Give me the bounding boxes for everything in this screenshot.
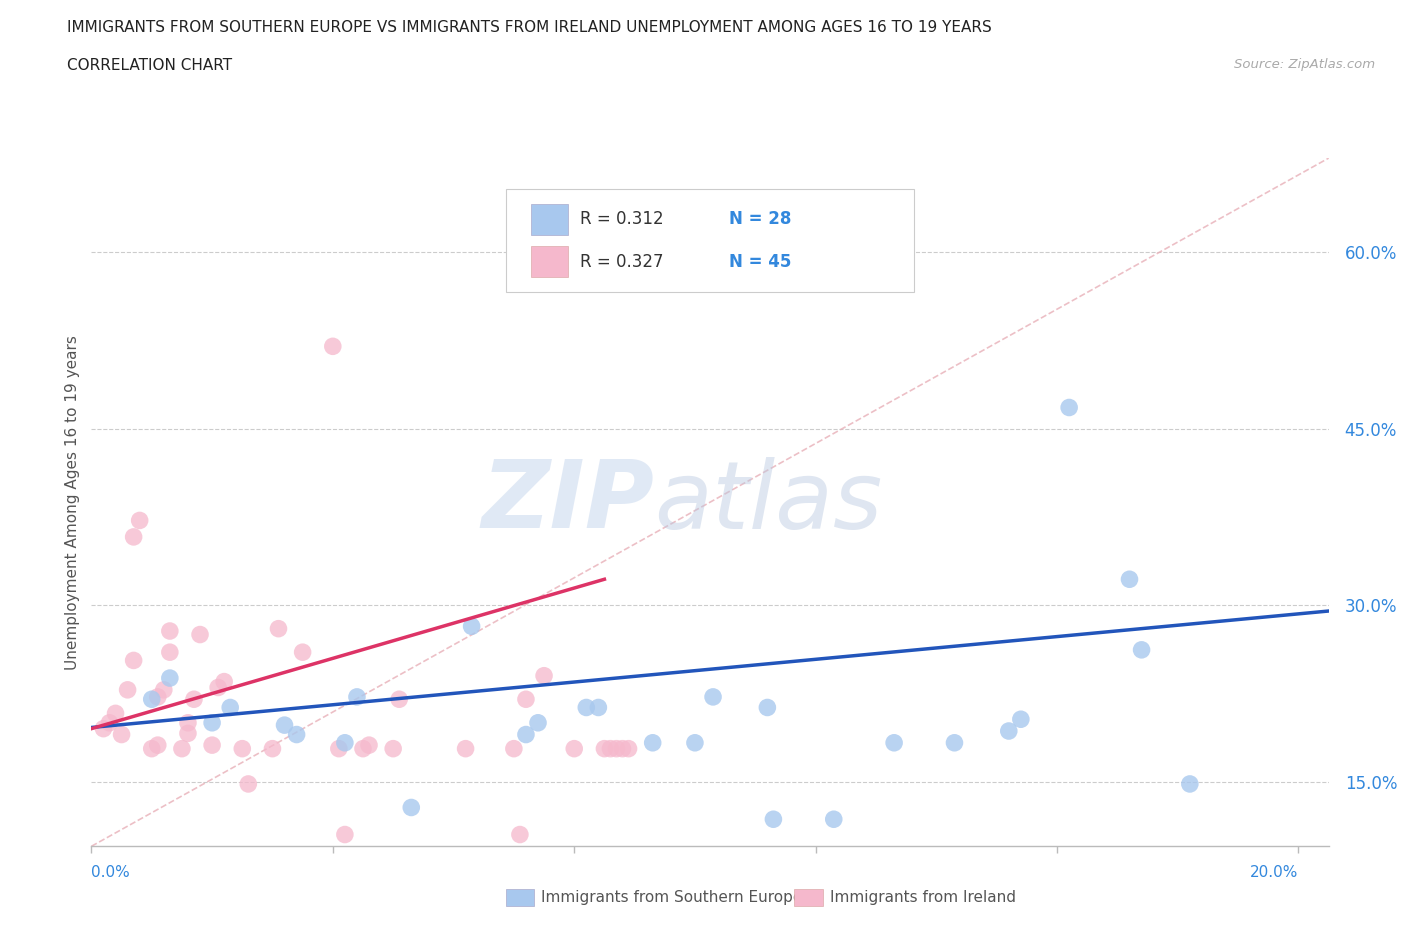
Point <box>454 741 477 756</box>
Point <box>170 741 193 756</box>
Point <box>575 700 598 715</box>
Point <box>146 737 169 752</box>
Text: Immigrants from Ireland: Immigrants from Ireland <box>830 890 1015 905</box>
Text: Immigrants from Southern Europe: Immigrants from Southern Europe <box>541 890 803 905</box>
Point <box>352 741 374 756</box>
Point <box>943 736 966 751</box>
Text: atlas: atlas <box>654 457 883 548</box>
Point <box>322 339 344 353</box>
Point <box>593 741 616 756</box>
Point <box>98 715 121 730</box>
Point <box>683 736 706 751</box>
Text: CORRELATION CHART: CORRELATION CHART <box>67 58 232 73</box>
Text: R = 0.327: R = 0.327 <box>581 253 664 271</box>
Point <box>153 683 176 698</box>
Point <box>231 741 253 756</box>
Point <box>1130 643 1153 658</box>
Point <box>219 700 242 715</box>
Point <box>515 692 537 707</box>
Point <box>388 692 411 707</box>
Point <box>382 741 405 756</box>
Point <box>141 692 163 707</box>
Point <box>502 741 524 756</box>
Point <box>291 644 314 659</box>
Text: 20.0%: 20.0% <box>1250 865 1299 880</box>
Point <box>328 741 350 756</box>
Bar <box>794 889 823 906</box>
Point <box>562 741 585 756</box>
Point <box>702 689 724 704</box>
Point <box>883 736 905 751</box>
Point <box>207 680 229 695</box>
Point <box>346 689 368 704</box>
Point <box>588 700 610 715</box>
Text: IMMIGRANTS FROM SOUTHERN EUROPE VS IMMIGRANTS FROM IRELAND UNEMPLOYMENT AMONG AG: IMMIGRANTS FROM SOUTHERN EUROPE VS IMMIG… <box>67 20 993 35</box>
Point <box>333 736 356 751</box>
Point <box>212 674 235 689</box>
Point <box>533 669 555 684</box>
Bar <box>506 889 534 906</box>
Point <box>1118 572 1140 587</box>
Point <box>110 727 132 742</box>
Point <box>122 653 145 668</box>
Point <box>509 827 531 842</box>
Point <box>527 715 550 730</box>
Point <box>201 715 224 730</box>
Point <box>117 683 139 698</box>
Point <box>599 741 621 756</box>
Point <box>285 727 308 742</box>
Point <box>146 689 169 704</box>
Y-axis label: Unemployment Among Ages 16 to 19 years: Unemployment Among Ages 16 to 19 years <box>65 335 80 670</box>
Text: N = 45: N = 45 <box>728 253 792 271</box>
Point <box>357 737 380 752</box>
Text: R = 0.312: R = 0.312 <box>581 210 664 229</box>
Point <box>1010 711 1032 726</box>
Point <box>177 726 200 741</box>
Text: Source: ZipAtlas.com: Source: ZipAtlas.com <box>1234 58 1375 71</box>
Point <box>1057 400 1080 415</box>
Point <box>515 727 537 742</box>
Point <box>141 741 163 756</box>
Point <box>823 812 845 827</box>
Point <box>617 741 640 756</box>
Point <box>605 741 627 756</box>
Point <box>238 777 260 791</box>
Point <box>122 529 145 544</box>
Point <box>159 671 181 685</box>
Point <box>997 724 1019 738</box>
FancyBboxPatch shape <box>506 189 914 292</box>
Point <box>612 741 634 756</box>
Point <box>201 737 224 752</box>
FancyBboxPatch shape <box>530 204 568 235</box>
Point <box>641 736 664 751</box>
Point <box>756 700 779 715</box>
Point <box>159 644 181 659</box>
Text: 0.0%: 0.0% <box>91 865 131 880</box>
Point <box>401 800 423 815</box>
Point <box>460 618 482 633</box>
Point <box>159 624 181 639</box>
Point <box>762 812 785 827</box>
Point <box>1178 777 1201 791</box>
Point <box>183 692 205 707</box>
Point <box>177 715 200 730</box>
Text: ZIP: ZIP <box>481 457 654 548</box>
Point <box>188 627 211 642</box>
Point <box>333 827 356 842</box>
Point <box>262 741 284 756</box>
Point <box>104 706 127 721</box>
Point <box>267 621 290 636</box>
Point <box>128 513 150 528</box>
Point <box>93 722 115 737</box>
Point <box>273 718 295 733</box>
Text: N = 28: N = 28 <box>728 210 792 229</box>
FancyBboxPatch shape <box>530 246 568 277</box>
